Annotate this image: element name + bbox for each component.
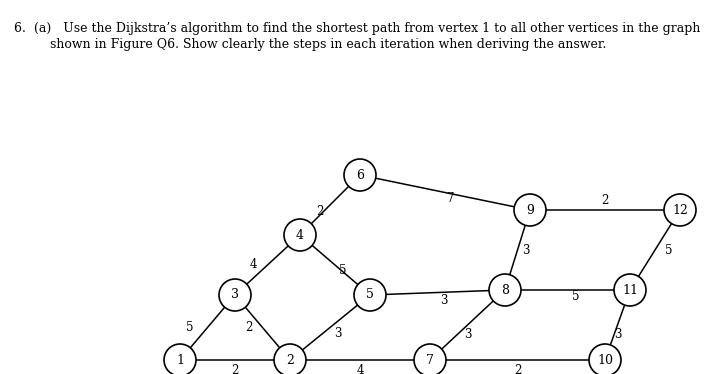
Text: 2: 2 (286, 353, 294, 367)
Text: 11: 11 (622, 283, 638, 297)
Text: 10: 10 (597, 353, 613, 367)
Text: 5: 5 (186, 321, 193, 334)
Text: 5: 5 (339, 264, 347, 278)
Text: shown in Figure Q6. Show clearly the steps in each iteration when deriving the a: shown in Figure Q6. Show clearly the ste… (14, 38, 606, 51)
Text: 3: 3 (522, 243, 529, 257)
Circle shape (414, 344, 446, 374)
Text: 3: 3 (440, 294, 447, 307)
Circle shape (354, 279, 386, 311)
Text: 2: 2 (514, 364, 521, 374)
Circle shape (514, 194, 546, 226)
Circle shape (664, 194, 696, 226)
Text: 6: 6 (356, 169, 364, 181)
Text: 3: 3 (334, 327, 341, 340)
Text: 2: 2 (245, 321, 252, 334)
Circle shape (284, 219, 316, 251)
Circle shape (344, 159, 376, 191)
Text: 4: 4 (250, 258, 257, 272)
Text: 12: 12 (672, 203, 688, 217)
Circle shape (489, 274, 521, 306)
Text: 3: 3 (464, 328, 471, 341)
Text: 6.  (a)   Use the Dijkstra’s algorithm to find the shortest path from vertex 1 t: 6. (a) Use the Dijkstra’s algorithm to f… (14, 22, 700, 35)
Text: 9: 9 (526, 203, 534, 217)
Text: 7: 7 (447, 192, 455, 205)
Text: 2: 2 (316, 205, 324, 218)
Text: 5: 5 (571, 289, 579, 303)
Text: 3: 3 (614, 328, 621, 341)
Text: 1: 1 (176, 353, 184, 367)
Text: 5: 5 (366, 288, 374, 301)
Text: 5: 5 (665, 243, 673, 257)
Text: 7: 7 (426, 353, 434, 367)
Text: 3: 3 (231, 288, 239, 301)
Text: 2: 2 (232, 364, 239, 374)
Text: 4: 4 (296, 229, 304, 242)
Text: 2: 2 (601, 193, 609, 206)
Circle shape (589, 344, 621, 374)
Text: 8: 8 (501, 283, 509, 297)
Circle shape (274, 344, 306, 374)
Circle shape (219, 279, 251, 311)
Circle shape (164, 344, 196, 374)
Circle shape (614, 274, 646, 306)
Text: 4: 4 (356, 364, 364, 374)
